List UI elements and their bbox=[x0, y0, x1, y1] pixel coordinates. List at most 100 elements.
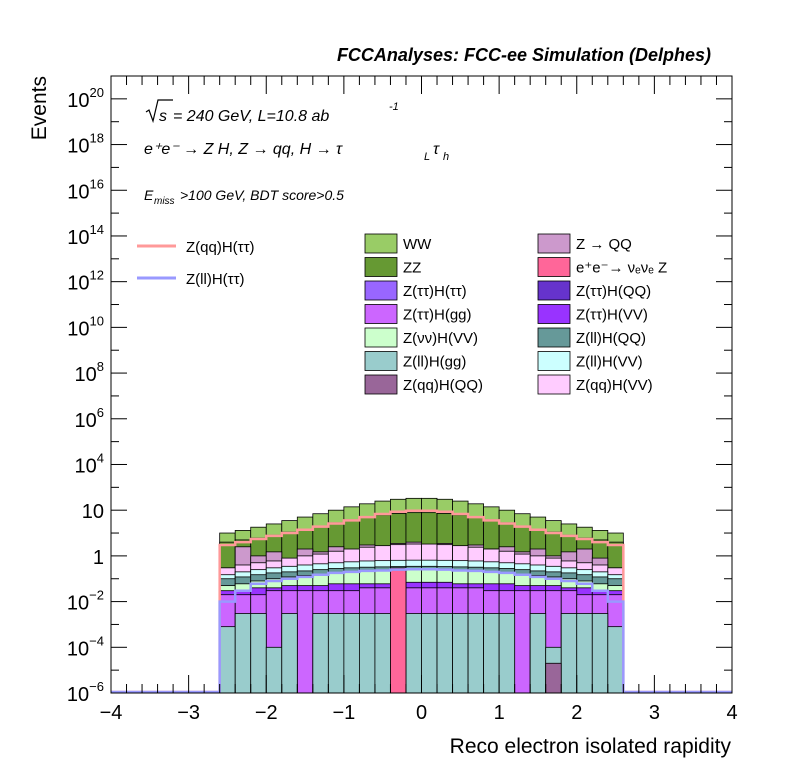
x-tick-label: 2 bbox=[571, 702, 582, 724]
legend-swatch-z-h-gg bbox=[364, 304, 398, 324]
legend-label-z-ll-h-gg: Z(ll)H(gg) bbox=[403, 354, 466, 371]
bar-z-ll-h-gg-24 bbox=[591, 613, 609, 694]
x-tick-label: −2 bbox=[255, 702, 278, 724]
y-tick-label: 104 bbox=[75, 450, 104, 477]
legend-swatch-z-qq-h-vv bbox=[537, 374, 571, 395]
x-tick-label: 3 bbox=[649, 702, 660, 724]
x-tick-label: −4 bbox=[100, 702, 123, 724]
legend-label-z-ll-h-qq: Z(ll)H(QQ) bbox=[576, 330, 646, 347]
process-label: e⁺e⁻ → Z H, Z → qq, H → τ bbox=[144, 141, 343, 158]
sqrt-sign-icon bbox=[145, 99, 173, 124]
y-tick-label: 10 bbox=[82, 501, 104, 523]
legend-swatch-z-qq bbox=[537, 233, 571, 254]
y-axis-title: Events bbox=[28, 76, 51, 140]
tau-sub-l: L bbox=[424, 151, 430, 163]
x-tick-label: 0 bbox=[416, 702, 427, 724]
bar-e-e-z bbox=[390, 567, 407, 694]
bar-z-ll-h-gg-14 bbox=[436, 613, 453, 694]
x-axis: −4 −3 −2 −1 0 1 2 3 4 bbox=[100, 76, 738, 724]
bar-z-h-gg-19 bbox=[514, 590, 531, 694]
legend-swatch-e-e-z bbox=[537, 257, 571, 277]
legend-label-zz: ZZ bbox=[403, 260, 421, 277]
bar-z-ll-h-gg-15 bbox=[452, 613, 469, 694]
bar-z-ll-h-gg-16 bbox=[467, 613, 485, 694]
legend-label-z-qq-h-qq: Z(qq)H(QQ) bbox=[403, 377, 483, 394]
legend-label-z-h-vv: Z(νν)H(VV) bbox=[403, 330, 478, 347]
x-tick-label: −3 bbox=[177, 702, 200, 724]
y-tick-label: 106 bbox=[75, 405, 104, 432]
legend-swatch-z-h-vv bbox=[537, 304, 571, 324]
bar-z-ll-h-gg-4 bbox=[281, 613, 298, 694]
chart-header: FCCAnalyses: FCC-ee Simulation (Delphes) bbox=[337, 45, 711, 65]
tau-sub-h: h bbox=[443, 151, 449, 163]
bar-z-qq-h-qq bbox=[545, 662, 562, 694]
x-tick-label: 1 bbox=[494, 702, 505, 724]
bar-z-ll-h-gg-8 bbox=[343, 613, 360, 694]
bar-z-ll-h-gg-9 bbox=[358, 613, 376, 694]
legend-swatch-z-ll-h-vv bbox=[537, 351, 571, 371]
legend-swatch-z-qq-h-qq bbox=[364, 374, 398, 395]
legend-label-z-h-vv: Z(ττ)H(VV) bbox=[576, 307, 648, 324]
x-tick-label: 4 bbox=[726, 702, 737, 724]
legend-label-z-h-qq: Z(ττ)H(QQ) bbox=[576, 283, 651, 300]
bar-z-ll-h-gg-13 bbox=[421, 613, 438, 694]
x-axis-title: Reco electron isolated rapidity bbox=[450, 735, 732, 758]
line-z-ll-h bbox=[111, 568, 732, 694]
x-tick-label: −1 bbox=[332, 702, 355, 724]
y-tick-label: 10−2 bbox=[67, 588, 104, 615]
cut-e-label: E bbox=[144, 187, 154, 203]
bar-z-h-gg-5 bbox=[296, 590, 314, 694]
legend-lines: Z(qq)H(ττ) Z(ll)H(ττ) bbox=[137, 239, 255, 288]
stacked-histogram bbox=[219, 497, 624, 694]
bar-z-ll-h-gg-20 bbox=[529, 613, 547, 694]
y-tick-label: 10−4 bbox=[67, 633, 104, 660]
legend-label-e-e-z: e⁺e⁻→ νₑνₑ Z bbox=[576, 260, 667, 277]
cut-label: >100 GeV, BDT score>0.5 bbox=[180, 187, 344, 203]
legend-label-z-ll-h-vv: Z(ll)H(VV) bbox=[576, 354, 643, 371]
legend-swatch-z-h-vv bbox=[364, 327, 398, 348]
legend-swatch-z-ll-h-gg bbox=[364, 351, 398, 371]
legend-swatch-zz bbox=[364, 257, 398, 277]
bar-z-ll-h-gg-25 bbox=[607, 626, 624, 694]
y-tick-label: 1 bbox=[93, 547, 104, 569]
legend-label-z-h: Z(ττ)H(ττ) bbox=[403, 283, 467, 300]
legend-label-z-qq-h-vv: Z(qq)H(VV) bbox=[576, 377, 653, 394]
legend-swatch-ww bbox=[364, 233, 398, 254]
legend-label-z-qq-h: Z(qq)H(ττ) bbox=[186, 239, 255, 256]
sqrt-s-label: s bbox=[159, 108, 167, 125]
y-tick-label: 1012 bbox=[67, 268, 104, 295]
bar-z-ll-h-gg-17 bbox=[483, 613, 500, 694]
y-tick-label: 1016 bbox=[67, 176, 104, 203]
y-tick-label: 1014 bbox=[67, 222, 104, 249]
legend-label-z-h-gg: Z(ττ)H(gg) bbox=[403, 307, 472, 324]
bar-z-ll-h-gg-7 bbox=[327, 613, 345, 694]
energy-label: = 240 GeV, L=10.8 ab bbox=[173, 108, 329, 125]
y-tick-label: 10−6 bbox=[67, 679, 104, 706]
cut-e-subscript: miss bbox=[154, 196, 175, 207]
bar-z-ll-h-gg-3 bbox=[265, 646, 283, 694]
bar-z-ll-h-gg-23 bbox=[576, 613, 593, 694]
y-tick-label: 1010 bbox=[67, 313, 104, 340]
y-axis: 10−6 10−4 10−2 1 10 104 106 108 1010 1012 1014 1016… bbox=[67, 75, 732, 706]
legend-fills: WW Z → QQ ZZ e⁺e⁻→ νₑνₑ Z Z(ττ)H(ττ) Z(ττ)H(Q… bbox=[364, 233, 667, 395]
bar-z-ll-h-gg-22 bbox=[560, 613, 578, 694]
y-tick-label: 108 bbox=[75, 359, 104, 386]
bar-z-ll-h-gg-10 bbox=[374, 613, 391, 694]
bar-z-ll-h-gg-6 bbox=[312, 613, 329, 694]
process-annotation: e⁺e⁻ → Z H, Z → qq, H → τ L τ h bbox=[144, 141, 449, 163]
legend-label-z-qq: Z → QQ bbox=[576, 236, 632, 253]
legend-label-ww: WW bbox=[403, 236, 432, 253]
signal-lines bbox=[111, 509, 732, 694]
legend-swatch-z-h bbox=[364, 280, 398, 301]
energy-annotation: s = 240 GeV, L=10.8 ab -1 bbox=[145, 99, 399, 125]
bar-z-ll-h-gg-18 bbox=[498, 613, 516, 694]
legend-label-z-ll-h: Z(ll)H(ττ) bbox=[186, 271, 245, 288]
tau-second: τ bbox=[433, 141, 440, 158]
line-z-qq-h bbox=[111, 509, 732, 694]
lumi-exponent: -1 bbox=[389, 101, 399, 113]
y-tick-label: 1020 bbox=[67, 85, 104, 112]
bar-z-ll-h-gg-1 bbox=[234, 613, 252, 694]
cut-annotation: E miss >100 GeV, BDT score>0.5 bbox=[144, 187, 344, 207]
bar-z-ll-h-gg-0 bbox=[219, 626, 236, 694]
